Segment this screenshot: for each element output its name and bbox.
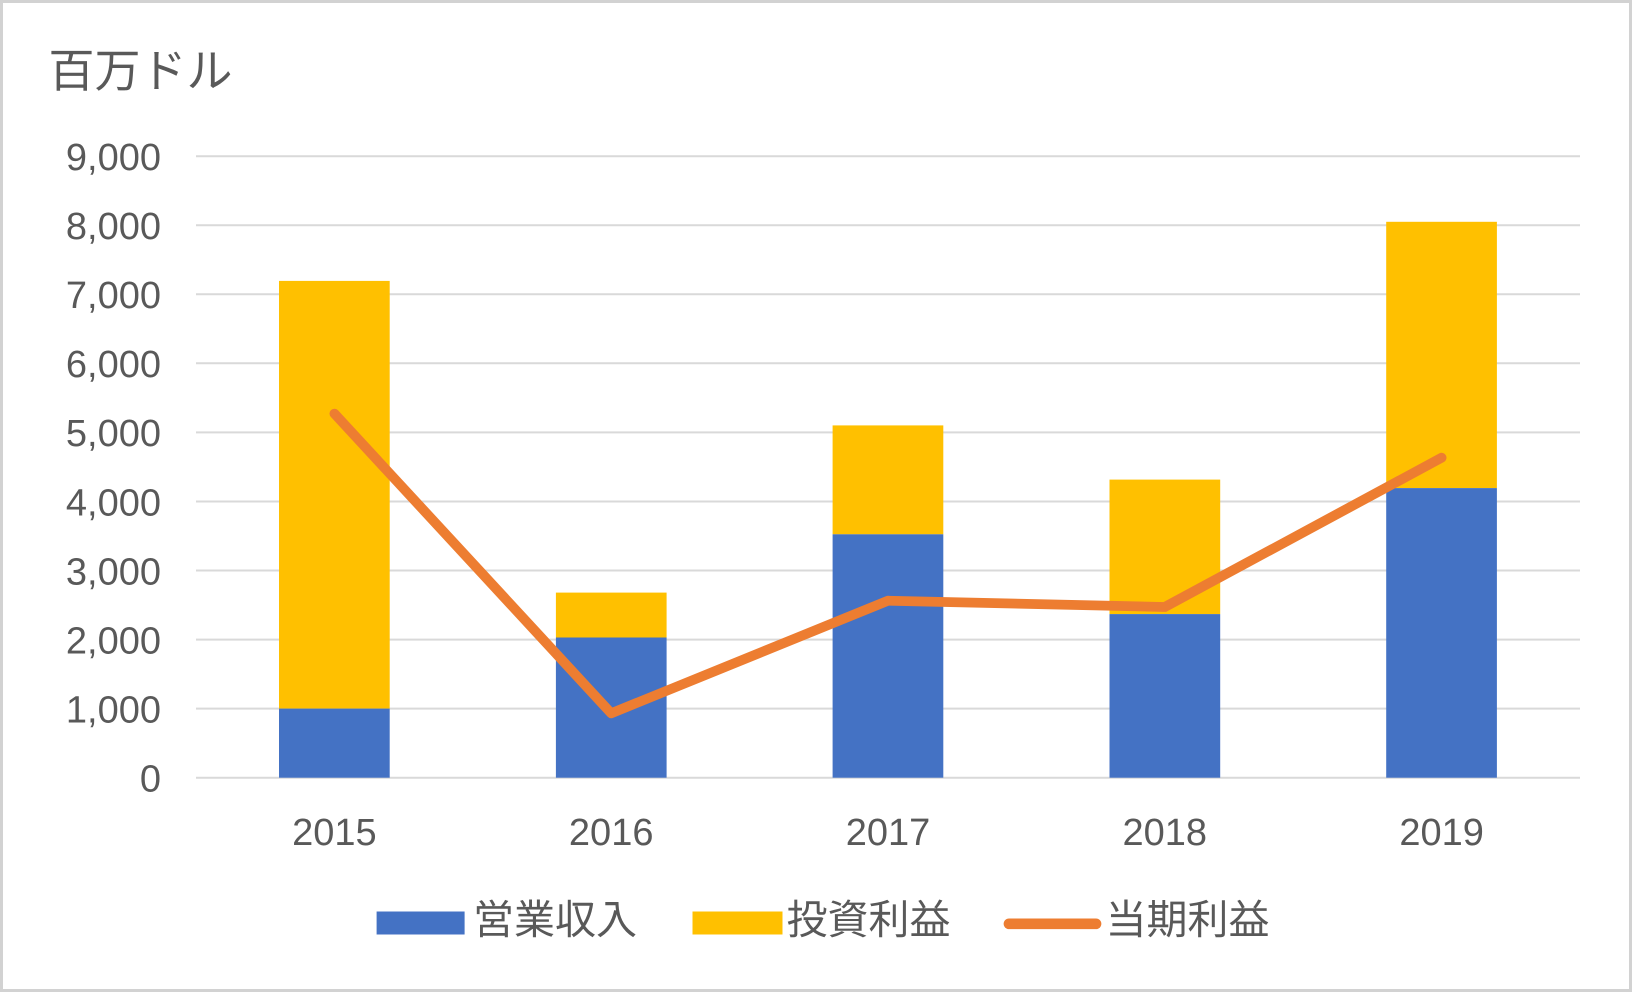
svg-text:1,000: 1,000 — [66, 689, 161, 731]
svg-text:7,000: 7,000 — [66, 275, 161, 317]
svg-text:9,000: 9,000 — [66, 137, 161, 179]
svg-text:2017: 2017 — [846, 812, 931, 854]
svg-text:5,000: 5,000 — [66, 413, 161, 455]
svg-text:2018: 2018 — [1123, 812, 1208, 854]
svg-text:2019: 2019 — [1399, 812, 1484, 854]
svg-text:0: 0 — [140, 759, 161, 801]
svg-text:3,000: 3,000 — [66, 551, 161, 593]
svg-text:4,000: 4,000 — [66, 482, 161, 524]
svg-text:2015: 2015 — [292, 812, 377, 854]
svg-text:8,000: 8,000 — [66, 206, 161, 248]
svg-text:6,000: 6,000 — [66, 344, 161, 386]
svg-text:2,000: 2,000 — [66, 620, 161, 662]
svg-text:2016: 2016 — [569, 812, 654, 854]
